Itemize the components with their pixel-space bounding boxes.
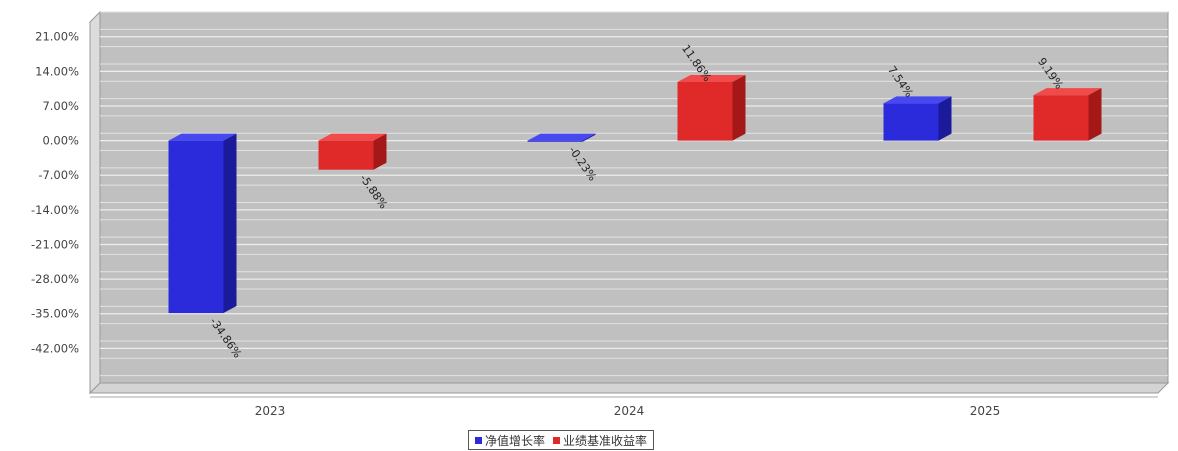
bar-top-2	[318, 133, 387, 141]
bar-2	[1033, 95, 1089, 141]
bar-chart: 21.00% 14.00% 7.00% 0.00% -7.00% -14.00% -21.0…	[31, 10, 1170, 418]
bar-side-1	[938, 96, 952, 141]
legend-label-series-1: 净值增长率	[485, 433, 546, 448]
y-tick-label: -21.00%	[31, 237, 79, 251]
y-tick-label: 0.00%	[42, 134, 79, 148]
bar-side-2	[732, 74, 746, 141]
bar-2	[677, 81, 733, 141]
y-tick-label: 14.00%	[35, 64, 79, 78]
legend-label-series-2: 业绩基准收益率	[563, 433, 648, 448]
y-tick-label: -28.00%	[31, 272, 79, 286]
legend-swatch-series-2	[553, 436, 561, 444]
legend-item-series-1: 净值增长率	[475, 432, 545, 449]
x-tick-label: 2023	[255, 404, 286, 418]
y-tick-label: -7.00%	[38, 168, 79, 182]
y-tick-label: 21.00%	[35, 30, 79, 44]
legend: 净值增长率 业绩基准收益率	[468, 430, 655, 450]
x-tick-label: 2024	[614, 404, 645, 418]
bar-top-1	[883, 96, 952, 104]
plot-area	[99, 11, 1169, 384]
bar-1	[527, 140, 583, 142]
x-tick-label: 2025	[970, 404, 1001, 418]
bar-top-2	[677, 74, 746, 82]
y-tick-label: -35.00%	[31, 307, 79, 321]
bar-top-1	[527, 133, 596, 141]
legend-swatch-series-1	[475, 436, 482, 444]
bar-side-2	[373, 133, 387, 170]
y-tick-label: -42.00%	[31, 341, 79, 355]
bar-top-2	[1033, 88, 1102, 96]
bar-side-1	[223, 133, 237, 314]
bar-side-1	[582, 133, 596, 142]
bar-side-2	[1088, 88, 1102, 141]
y-tick-label: -14.00%	[31, 203, 79, 217]
bar-2	[318, 140, 374, 170]
bar-1	[883, 103, 939, 141]
plot-side-wall	[89, 10, 101, 395]
y-tick-label: 7.00%	[42, 99, 79, 113]
plot-floor	[88, 382, 1170, 394]
bar-top-1	[168, 133, 237, 141]
bar-1	[168, 140, 224, 314]
legend-item-series-2: 业绩基准收益率	[553, 432, 647, 449]
